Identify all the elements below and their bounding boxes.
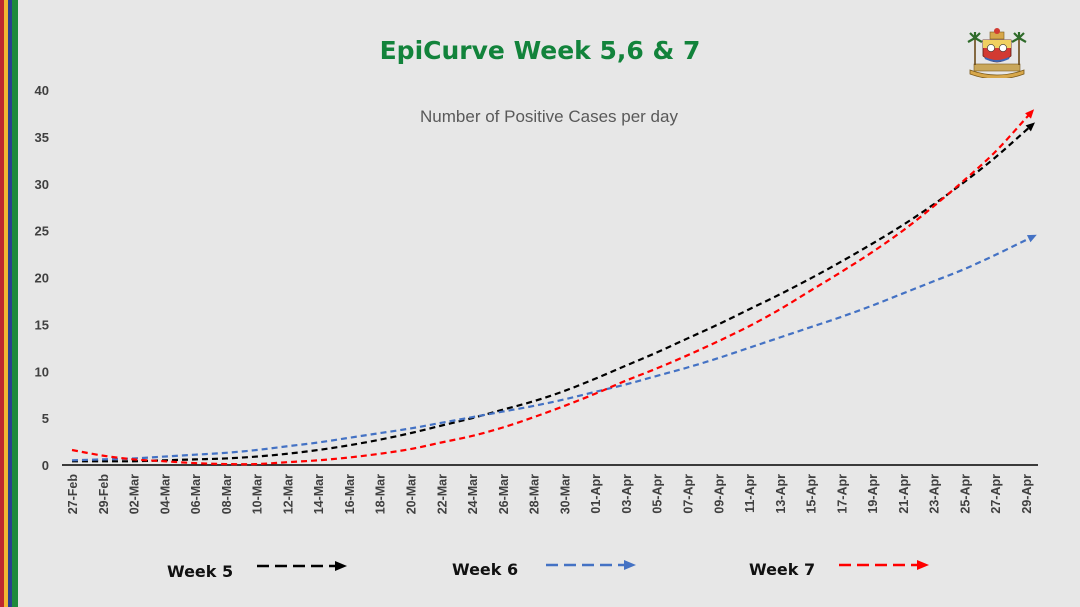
- x-tick-label: 28-Mar: [528, 474, 542, 514]
- series-line-week-5: [71, 125, 1032, 463]
- x-tick-label: 24-Mar: [466, 474, 480, 514]
- x-tick-label: 14-Mar: [312, 474, 326, 514]
- x-tick-label: 06-Mar: [189, 474, 203, 514]
- x-tick-label: 29-Feb: [97, 474, 111, 515]
- x-tick-label: 09-Apr: [712, 474, 726, 514]
- flag-stripes: [0, 0, 19, 607]
- y-tick-label: 40: [35, 83, 49, 98]
- x-tick-label: 26-Mar: [497, 474, 511, 514]
- x-tick-label: 08-Mar: [220, 474, 234, 514]
- series-arrowhead: [1025, 122, 1035, 132]
- chart-title: Number of Positive Cases per day: [420, 107, 678, 126]
- y-tick-label: 30: [35, 177, 49, 192]
- y-tick-label: 20: [35, 271, 49, 286]
- lagos-state-crest-icon: [967, 28, 1027, 78]
- x-tick-label: 20-Mar: [405, 474, 419, 514]
- x-tick-label: 03-Apr: [620, 474, 634, 514]
- x-tick-label: 23-Apr: [928, 474, 942, 514]
- y-tick-label: 25: [35, 224, 49, 239]
- series-line-week-7: [71, 112, 1031, 466]
- x-tick-label: 22-Mar: [435, 474, 449, 514]
- legend-swatch: [546, 560, 636, 570]
- legend-label: Week 5: [167, 562, 234, 581]
- series-arrowhead: [1026, 234, 1037, 243]
- x-tick-label: 18-Mar: [374, 474, 388, 514]
- x-tick-label: 17-Apr: [835, 474, 849, 514]
- x-tick-label: 05-Apr: [651, 474, 665, 514]
- x-tick-label: 27-Feb: [66, 474, 80, 515]
- x-tick-label: 25-Apr: [958, 474, 972, 514]
- x-tick-label: 10-Mar: [251, 474, 265, 514]
- x-tick-label: 13-Apr: [774, 474, 788, 514]
- y-tick-label: 15: [35, 317, 49, 332]
- flag-stripe: [12, 0, 18, 607]
- x-tick-label: 30-Mar: [558, 474, 572, 514]
- x-tick-label: 21-Apr: [897, 474, 911, 514]
- x-tick-label: 16-Mar: [343, 474, 357, 514]
- legend-label: Week 6: [452, 560, 519, 579]
- x-tick-label: 29-Apr: [1020, 474, 1034, 514]
- flag-stripe: [4, 0, 8, 607]
- flag-stripe: [0, 0, 4, 607]
- flag-stripe: [8, 0, 12, 607]
- x-tick-label: 15-Apr: [805, 474, 819, 514]
- x-tick-label: 01-Apr: [589, 474, 603, 514]
- x-tick-label: 04-Mar: [158, 474, 172, 514]
- legend-swatch: [839, 560, 929, 570]
- y-tick-label: 35: [35, 130, 49, 145]
- x-tick-label: 07-Apr: [681, 474, 695, 514]
- series-arrowhead: [1025, 109, 1035, 119]
- x-tick-label: 11-Apr: [743, 474, 757, 513]
- x-tick-label: 19-Apr: [866, 474, 880, 514]
- x-tick-label: 27-Apr: [989, 474, 1003, 514]
- legend-label: Week 7: [749, 560, 816, 579]
- legend-swatch: [257, 561, 347, 571]
- y-tick-label: 0: [42, 458, 49, 473]
- y-tick-label: 10: [35, 364, 49, 379]
- x-tick-label: 02-Mar: [128, 474, 142, 514]
- series-line-week-6: [71, 236, 1032, 462]
- y-tick-label: 5: [42, 411, 49, 426]
- slide-title: EpiCurve Week 5,6 & 7: [379, 36, 701, 65]
- x-tick-label: 12-Mar: [281, 474, 295, 514]
